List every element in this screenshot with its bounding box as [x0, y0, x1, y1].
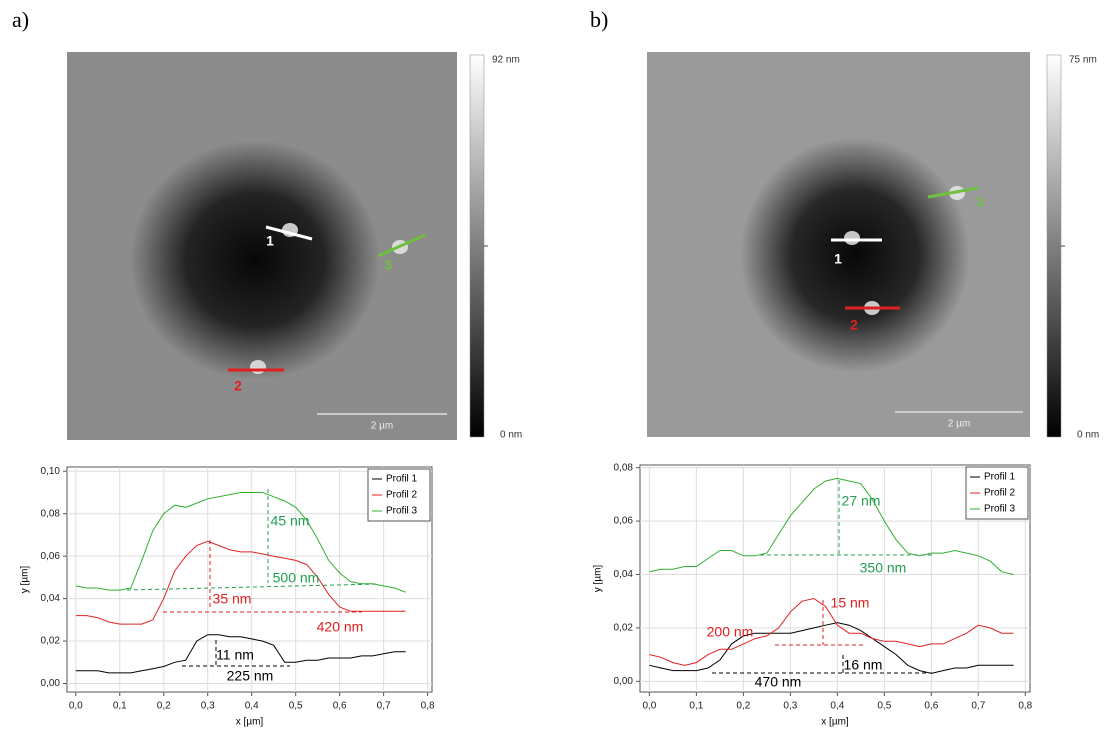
- x-tick-label: 0,2: [736, 701, 750, 712]
- y-axis-label: y [µm]: [20, 566, 31, 594]
- profile-line: [927, 186, 979, 199]
- panel-label: b): [590, 7, 608, 32]
- y-axis-label: y [µm]: [593, 565, 604, 593]
- annotation: 350 nm: [860, 560, 907, 576]
- afm-pit: [130, 140, 380, 380]
- x-tick-label: 0,8: [1018, 701, 1032, 712]
- y-tick-label: 0,06: [614, 516, 634, 527]
- annotation: 15 nm: [831, 595, 870, 611]
- x-tick-label: 0,5: [289, 701, 303, 712]
- annotation: 225 nm: [227, 668, 274, 684]
- profile-marker: 3: [384, 257, 392, 273]
- x-tick-label: 0,2: [157, 701, 171, 712]
- x-axis-label: x [µm]: [821, 717, 849, 728]
- series-line: [75, 634, 406, 674]
- afm-pit: [740, 137, 970, 373]
- profile-line: [377, 233, 426, 258]
- scale-bar-label: 2 µm: [371, 421, 393, 432]
- x-tick-label: 0,7: [377, 701, 391, 712]
- profile-line: [265, 225, 313, 241]
- y-tick-label: 0,00: [614, 676, 634, 687]
- x-tick-label: 0,6: [333, 701, 347, 712]
- annotation: 500 nm: [273, 570, 320, 586]
- annotation: 200 nm: [707, 624, 754, 640]
- colorbar-min: 0 nm: [500, 430, 522, 441]
- x-tick-label: 0,1: [689, 701, 703, 712]
- afm-particle: [844, 231, 860, 245]
- y-tick-label: 0,00: [41, 678, 61, 689]
- x-tick-label: 0,4: [830, 701, 844, 712]
- x-tick-label: 0,0: [69, 701, 83, 712]
- plot-area: [639, 464, 1031, 693]
- annotation: 420 nm: [317, 619, 364, 635]
- series-line: [75, 540, 406, 625]
- colorbar-max: 75 nm: [1069, 55, 1097, 66]
- x-tick-label: 0,6: [924, 701, 938, 712]
- colorbar: [1046, 54, 1062, 438]
- legend-entry: Profil 3: [386, 506, 418, 517]
- profile-marker: 1: [266, 233, 274, 249]
- annotation: 470 nm: [755, 674, 802, 690]
- series-line: [649, 477, 1014, 575]
- profile-marker: 2: [850, 317, 858, 333]
- scale-bar-label: 2 µm: [948, 419, 970, 430]
- colorbar-max: 92 nm: [492, 55, 520, 66]
- y-tick-label: 0,08: [41, 508, 61, 519]
- y-tick-label: 0,02: [41, 636, 61, 647]
- panel-label: a): [12, 7, 29, 32]
- colorbar-min: 0 nm: [1077, 430, 1099, 441]
- annotation: 45 nm: [271, 513, 310, 529]
- legend-entry: Profil 2: [386, 490, 418, 501]
- y-tick-label: 0,02: [614, 623, 634, 634]
- y-tick-label: 0,04: [614, 569, 634, 580]
- annotation: 35 nm: [213, 591, 252, 607]
- y-tick-label: 0,06: [41, 551, 61, 562]
- annotation: 27 nm: [842, 493, 881, 509]
- y-tick-label: 0,08: [614, 462, 634, 473]
- afm-particle: [250, 360, 266, 374]
- profile-marker: 1: [834, 251, 842, 267]
- x-tick-label: 0,4: [245, 701, 259, 712]
- x-tick-label: 0,0: [642, 701, 656, 712]
- legend-entry: Profil 2: [984, 488, 1016, 499]
- annotation: 11 nm: [216, 647, 254, 663]
- series-line: [649, 597, 1014, 666]
- series-line: [649, 622, 1014, 674]
- x-tick-label: 0,8: [421, 701, 435, 712]
- annotation: 16 nm: [844, 657, 883, 673]
- x-tick-label: 0,1: [113, 701, 127, 712]
- series-line: [75, 492, 406, 593]
- legend-entry: Profil 1: [984, 472, 1016, 483]
- x-axis-label: x [µm]: [236, 717, 264, 728]
- profile-marker: 3: [976, 194, 984, 210]
- y-tick-label: 0,04: [41, 593, 61, 604]
- y-tick-label: 0,10: [41, 466, 61, 477]
- x-tick-label: 0,5: [877, 701, 891, 712]
- colorbar: [469, 54, 485, 438]
- x-tick-label: 0,7: [971, 701, 985, 712]
- legend-entry: Profil 1: [386, 474, 418, 485]
- x-tick-label: 0,3: [201, 701, 215, 712]
- x-tick-label: 0,3: [783, 701, 797, 712]
- profile-marker: 2: [234, 378, 242, 394]
- legend-entry: Profil 3: [984, 504, 1016, 515]
